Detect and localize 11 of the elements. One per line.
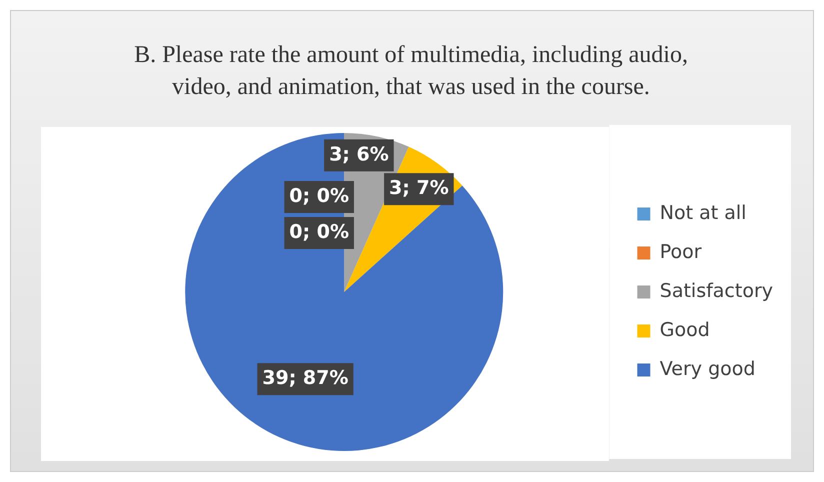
legend-label: Poor (660, 240, 702, 263)
chart-title: B. Please rate the amount of multimedia, including audio, video, and animation, that was used in the course. (133, 41, 689, 102)
data-label: 3; 6% (329, 143, 389, 166)
legend-label: Good (660, 318, 710, 341)
legend-label: Not at all (660, 202, 746, 224)
legend-label: Satisfactory (660, 280, 774, 302)
data-label: 39; 87% (262, 367, 348, 390)
data-label: 3; 7% (389, 177, 449, 200)
text: 0; 0% (289, 220, 349, 243)
legend-label: Very good (660, 358, 756, 380)
text: 0; 0% (289, 184, 349, 207)
